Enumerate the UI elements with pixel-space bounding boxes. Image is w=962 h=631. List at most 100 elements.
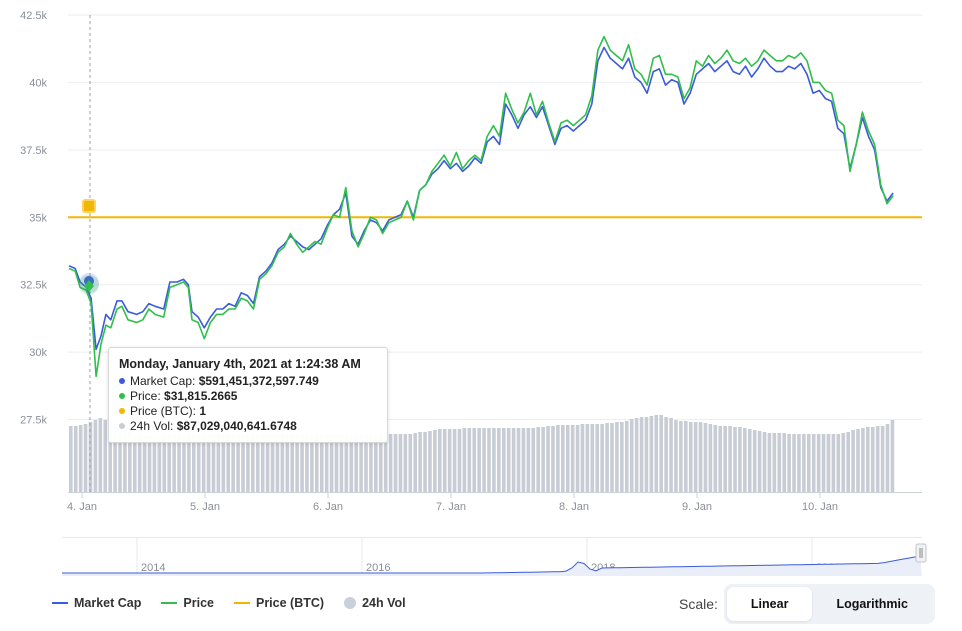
- volume-bar: [575, 425, 580, 492]
- volume-bar: [792, 434, 796, 492]
- volume-bar: [211, 434, 216, 492]
- volume-bar: [310, 435, 314, 492]
- volume-bar: [718, 426, 723, 492]
- volume-bar: [590, 424, 595, 492]
- legend-item-price[interactable]: Price: [161, 596, 214, 610]
- volume-bar: [885, 424, 890, 492]
- x-tick-label: 9. Jan: [682, 501, 712, 513]
- volume-bar: [359, 435, 363, 492]
- price-line: [68, 35, 894, 378]
- volume-bar: [821, 434, 826, 492]
- volume-bar: [497, 428, 501, 492]
- volume-bar: [802, 434, 806, 492]
- price-marker: [84, 280, 94, 292]
- volume-bar: [98, 418, 103, 492]
- tooltip-title: Monday, January 4th, 2021 at 1:24:38 AM: [119, 357, 361, 371]
- volume-bar: [703, 423, 708, 492]
- volume-bar: [172, 434, 176, 492]
- volume-bar: [216, 434, 221, 492]
- volume-bar: [644, 417, 649, 492]
- volume-bar: [492, 428, 496, 492]
- scale-linear-button[interactable]: Linear: [726, 587, 813, 621]
- volume-bar: [664, 417, 668, 492]
- volume-bar: [629, 419, 634, 492]
- volume-bar: [462, 428, 467, 492]
- volume-bar: [679, 421, 683, 492]
- price-btc-marker: [82, 199, 96, 213]
- volume-bar: [757, 431, 762, 492]
- volume-bar: [83, 424, 88, 492]
- volume-bar: [383, 434, 388, 492]
- volume-bar: [324, 435, 329, 492]
- x-axis-ticks: 4. Jan 5. Jan 6. Jan 7. Jan 8. Jan 9. Jan 10. …: [67, 492, 838, 513]
- volume-bar: [561, 425, 565, 492]
- y-tick-label: 30k: [29, 347, 47, 359]
- volume-bar: [595, 424, 600, 492]
- volume-bar: [836, 434, 841, 492]
- volume-bar: [236, 434, 240, 492]
- volume-bar: [137, 435, 142, 492]
- volume-bar: [831, 434, 836, 492]
- volume-bar: [177, 434, 181, 492]
- chart-series[interactable]: [68, 35, 894, 378]
- volume-bar: [162, 435, 167, 492]
- volume-bar: [418, 432, 422, 492]
- volume-bar: [295, 435, 299, 492]
- legend-item-market-cap[interactable]: Market Cap: [52, 596, 141, 610]
- volume-bar: [290, 434, 294, 492]
- volume-bar: [103, 420, 108, 492]
- volume-bar: [113, 426, 117, 492]
- legend-item-price-btc[interactable]: Price (BTC): [233, 596, 324, 610]
- volume-bar: [890, 420, 895, 492]
- x-tick-label: 4. Jan: [67, 501, 97, 513]
- volume-bar: [875, 426, 880, 492]
- volume-bar: [285, 434, 290, 492]
- navigator-line: [62, 555, 921, 574]
- volume-bar: [398, 434, 403, 492]
- volume-bar: [624, 421, 629, 492]
- scale-logarithmic-button[interactable]: Logarithmic: [836, 597, 908, 611]
- volume-bar: [265, 434, 270, 492]
- volume-bar: [565, 425, 570, 492]
- volume-bar: [728, 426, 732, 492]
- volume-bar: [226, 434, 231, 492]
- volume-bar: [708, 424, 713, 492]
- volume-bar: [482, 428, 486, 492]
- hover-markers: [79, 199, 99, 295]
- volume-bar: [167, 434, 171, 492]
- volume-bar: [541, 427, 545, 492]
- volume-bar: [556, 425, 560, 492]
- legend-item-volume[interactable]: 24h Vol: [344, 596, 406, 610]
- volume-bar: [738, 427, 742, 492]
- volume-bar: [851, 430, 855, 492]
- line-swatch-icon: [233, 602, 250, 604]
- tooltip-value: $31,815.2665: [164, 389, 238, 403]
- volume-bar: [182, 435, 186, 492]
- tooltip-value: $87,029,040,641.6748: [176, 419, 297, 433]
- volume-bar: [344, 435, 349, 492]
- volume-bar: [747, 429, 752, 492]
- volume-bar: [280, 434, 285, 492]
- volume-bar: [364, 434, 368, 492]
- volume-bar: [123, 430, 127, 492]
- volume-bar: [388, 434, 393, 492]
- navigator[interactable]: 2014201620182020: [62, 537, 927, 577]
- volume-bar: [142, 436, 147, 492]
- volume-bar: [305, 435, 309, 492]
- volume-bar: [615, 422, 619, 492]
- scale-label: Scale:: [679, 596, 718, 612]
- volume-bar: [275, 434, 280, 492]
- y-tick-label: 37.5k: [20, 145, 47, 157]
- volume-bar: [526, 428, 531, 492]
- volume-bar: [743, 428, 747, 492]
- volume-bar: [93, 420, 98, 492]
- y-tick-label: 35k: [29, 212, 47, 224]
- navigator-handle[interactable]: [915, 543, 927, 563]
- volume-bar: [811, 434, 816, 492]
- volume-bar: [649, 416, 654, 492]
- x-tick-label: 8. Jan: [559, 501, 589, 513]
- volume-bar: [762, 432, 767, 492]
- line-swatch-icon: [52, 602, 68, 604]
- volume-bar: [433, 430, 437, 492]
